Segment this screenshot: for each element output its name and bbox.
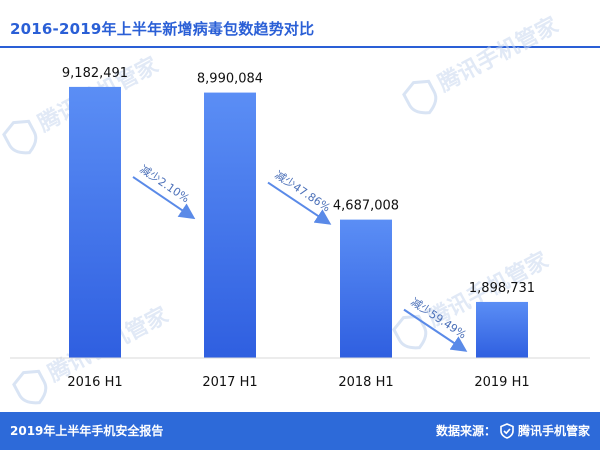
watermark-shield-icon — [12, 369, 48, 405]
decrease-arrow — [132, 176, 196, 220]
report-name: 2019年上半年手机安全报告 — [10, 424, 164, 438]
labels-layer: 9,182,491 2016 H1 8,990,084 2017 H1 4,687,00… — [62, 66, 535, 390]
value-label: 8,990,084 — [197, 72, 263, 87]
watermark-shield-icon — [2, 119, 38, 155]
category-label: 2017 H1 — [202, 375, 257, 390]
category-label: 2018 H1 — [338, 375, 393, 390]
watermark-text: 腾讯手机管家 — [434, 12, 564, 97]
value-label: 4,687,008 — [333, 199, 399, 214]
shield-icon — [500, 422, 514, 439]
data-source: 数据来源： 腾讯手机管家 — [436, 422, 590, 439]
bars-layer — [69, 86, 528, 358]
category-label: 2019 H1 — [474, 375, 529, 390]
decrease-arrow — [403, 308, 468, 352]
source-label: 数据来源： — [435, 424, 496, 438]
title-rule — [0, 46, 600, 48]
decrease-arrow — [267, 181, 332, 225]
bar-chart: 腾讯手机管家 腾讯手机管家 腾讯手机管家 腾讯手机管家 9,182,491201… — [2, 12, 590, 405]
brand-name: 腾讯手机管家 — [517, 424, 590, 438]
chart-title: 2016-2019年上半年新增病毒包数趋势对比 — [10, 20, 315, 38]
category-label: 2016 H1 — [67, 375, 122, 390]
bar-2019-h1 — [476, 301, 528, 358]
watermark-shield-icon — [402, 79, 438, 115]
annotations-layer: 减少2.10% 减少47.86%减少59.49% — [132, 163, 469, 352]
value-label: 9,182,491 — [62, 66, 128, 81]
bar-2018-h1 — [340, 219, 392, 358]
bar-2016-h1 — [69, 86, 121, 358]
watermark-shield-icon — [392, 314, 428, 350]
footer-bar: 2019年上半年手机安全报告 数据来源： 腾讯手机管家 — [0, 412, 600, 450]
bar-2017-h1 — [204, 92, 256, 358]
value-label: 1,898,731 — [469, 281, 535, 296]
